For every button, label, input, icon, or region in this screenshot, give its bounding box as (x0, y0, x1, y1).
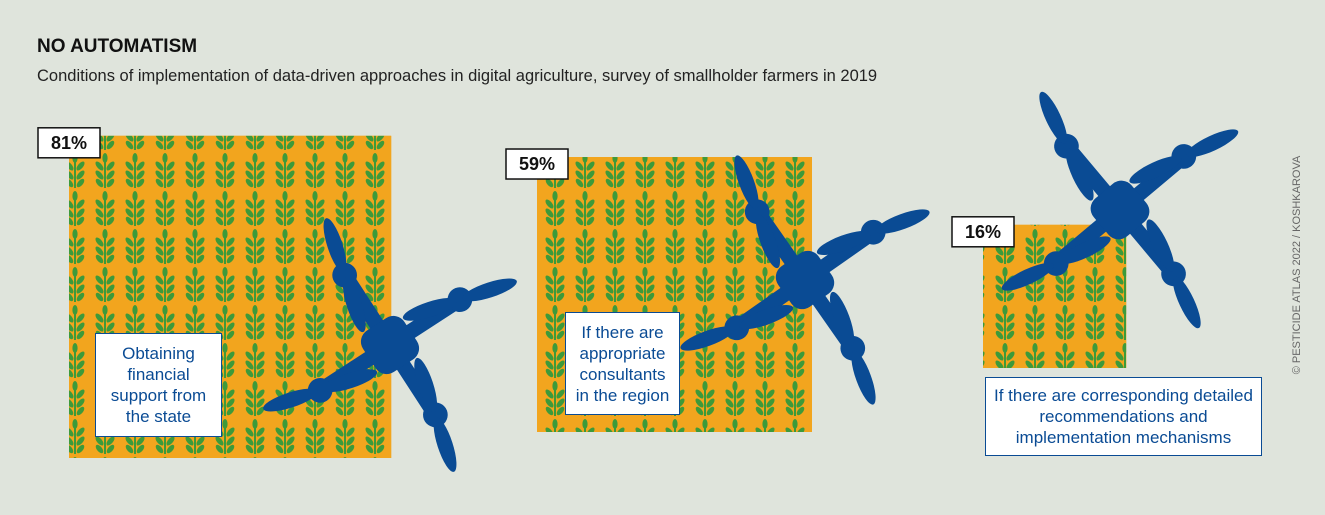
value-label-box (505, 148, 569, 180)
value-label: 16% (965, 222, 1001, 242)
category-box: If there are corresponding detailed reco… (985, 377, 1262, 456)
value-label-box (951, 216, 1015, 248)
value-label-box (37, 127, 101, 159)
category-label: Obtaining financial support from the sta… (95, 333, 222, 437)
value-label: 59% (519, 154, 555, 174)
category-label: If there are corresponding detailed reco… (985, 377, 1262, 456)
labels: 81% Obtaining financial support from the … (37, 127, 1262, 456)
chart-subtitle: Conditions of implementation of data-dri… (37, 67, 877, 85)
value-label: 81% (51, 133, 87, 153)
credit: © PESTICIDE ATLAS 2022 / KOSHKAROVA (1291, 155, 1303, 374)
category-box: If there are appropriate consultants in … (565, 312, 680, 415)
category-label: If there are appropriate consultants in … (565, 312, 680, 415)
category-box: Obtaining financial support from the sta… (95, 333, 222, 437)
chart-title: NO AUTOMATISM (37, 36, 197, 57)
